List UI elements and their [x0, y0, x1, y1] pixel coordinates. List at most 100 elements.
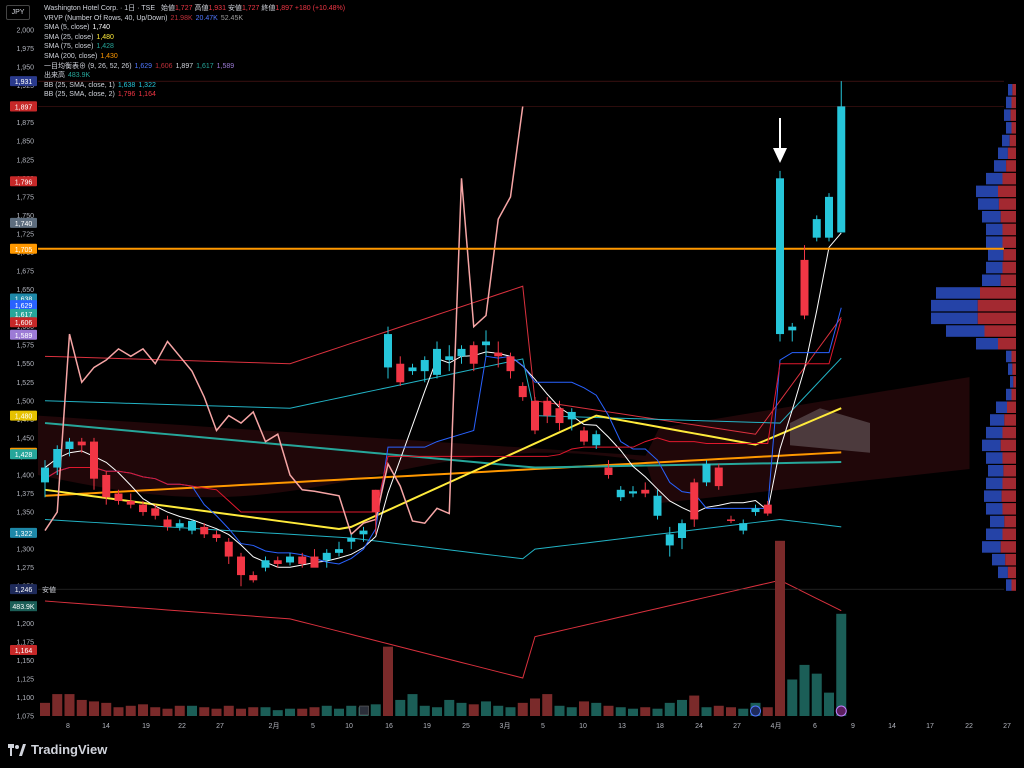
- x-tick-label: 16: [385, 723, 393, 730]
- legend-bb2[interactable]: BB (25, SMA, close, 2) 1,796 1,164: [44, 90, 345, 100]
- volume-bar: [713, 705, 724, 716]
- y-tick-label: 1,675: [16, 269, 34, 276]
- vrvp-row-down: [1003, 249, 1016, 261]
- legend-sma75[interactable]: SMA (75, close) 1,428: [44, 42, 345, 52]
- volume-bar: [530, 698, 540, 716]
- volume-bar: [285, 708, 295, 716]
- vrvp-row-up: [986, 477, 1003, 490]
- vrvp-row-up: [994, 160, 1007, 172]
- vrvp-row-up: [1010, 376, 1014, 388]
- vrvp-row-down: [1002, 426, 1016, 439]
- candle-body: [457, 348, 466, 357]
- volume-bar: [199, 707, 210, 716]
- candle-body: [665, 534, 674, 546]
- price-tag-label: 1,705: [15, 247, 33, 254]
- bb2b-value: 1,164: [138, 91, 156, 99]
- x-tick-label: 14: [888, 723, 896, 730]
- open-label: 始値: [160, 5, 175, 12]
- price-tag-bg: [10, 76, 37, 87]
- volume-bar: [211, 708, 222, 716]
- candle-body: [408, 367, 417, 372]
- candle-body: [90, 441, 98, 479]
- vrvp-row-down: [1004, 515, 1016, 528]
- bb2-lower-line: [44, 579, 842, 679]
- vrvp-row-down: [1001, 490, 1016, 502]
- vrvp-row-up: [990, 414, 1005, 426]
- tradingview-logo[interactable]: TradingView: [8, 742, 107, 757]
- x-tick-label: 17: [926, 723, 934, 730]
- ichi-label: 一目均衡表⊕ (9, 26, 52, 26): [44, 62, 132, 70]
- x-tick-label: 19: [142, 723, 150, 730]
- open-value: 1,727: [174, 5, 193, 12]
- volume-bar: [726, 707, 736, 716]
- candle-body: [739, 523, 748, 531]
- candle-body: [653, 495, 662, 516]
- earnings-marker-icon: [359, 705, 369, 716]
- vrvp-row-down: [980, 287, 1016, 299]
- y-tick-label: 1,100: [16, 695, 34, 702]
- x-tick-label: 27: [216, 723, 224, 730]
- legend-volume[interactable]: 出来高 483.9K: [44, 71, 345, 81]
- sma75-label: SMA (75, close): [44, 43, 94, 51]
- vrvp-row-down: [1011, 96, 1016, 109]
- candle-body: [727, 519, 735, 521]
- vrvp-row-up: [1004, 109, 1011, 121]
- chart-svg[interactable]: 2,0001,9751,9501,9251,9001,8751,8501,825…: [0, 0, 1024, 736]
- price-tag-bg: [10, 527, 37, 538]
- candle-body: [445, 356, 454, 361]
- legend-sma200[interactable]: SMA (200, close) 1,430: [44, 52, 345, 62]
- tradingview-mark-icon: [8, 743, 26, 756]
- vrvp-row-up: [1008, 84, 1013, 96]
- sma25-value: 1,480: [96, 33, 114, 41]
- x-tick-label: 27: [733, 723, 741, 730]
- volume-bar: [419, 705, 430, 716]
- volume-bar: [236, 708, 246, 716]
- y-tick-label: 1,450: [16, 435, 34, 442]
- y-tick-label: 1,550: [16, 361, 34, 368]
- volume-bar: [76, 699, 87, 716]
- vrvp-row-down: [998, 198, 1016, 210]
- vrvp-row-down: [1002, 261, 1016, 274]
- candle-body: [751, 508, 760, 513]
- vrvp-row-up: [986, 426, 1003, 439]
- volume-bar: [297, 708, 308, 716]
- vrvp-row-down: [1011, 388, 1016, 401]
- vol-label: 出来高: [44, 72, 65, 80]
- bb1-upper-line: [44, 357, 842, 424]
- legend-sma5[interactable]: SMA (5, close) 1,740: [44, 23, 345, 33]
- volume-bar: [101, 702, 112, 716]
- candle-body: [384, 334, 392, 368]
- low-label: 安値: [227, 5, 242, 12]
- ichi5-value: 1,589: [216, 62, 235, 70]
- currency-badge[interactable]: JPY: [6, 5, 30, 20]
- x-tick-label: 6: [813, 723, 817, 730]
- vrvp-row-up: [988, 249, 1004, 261]
- price-tag-bg: [10, 584, 37, 595]
- vrvp-row-down: [1002, 236, 1016, 248]
- volume-bar: [346, 705, 357, 716]
- volume-tag-bg: [10, 601, 37, 612]
- sma5-value: 1,740: [92, 24, 111, 32]
- candle-body: [702, 463, 711, 483]
- legend-vrvp[interactable]: VRVP (Number Of Rows, 40, Up/Down) 21.98K…: [44, 14, 345, 24]
- price-tag-label: 1,638: [15, 296, 33, 303]
- candle-body: [310, 556, 319, 568]
- y-tick-label: 1,775: [16, 194, 34, 201]
- x-tick-label: 4月: [771, 722, 782, 730]
- vrvp-row-up: [986, 261, 1003, 274]
- legend-bb1[interactable]: BB (25, SMA, close, 1) 1,638 1,322: [44, 81, 345, 91]
- candle-body: [837, 106, 846, 233]
- volume-bar: [738, 708, 749, 716]
- volume-bar: [836, 613, 847, 716]
- vrvp-row-up: [976, 185, 998, 198]
- price-tag-label: 1,480: [15, 414, 33, 421]
- legend-sma25[interactable]: SMA (25, close) 1,480: [44, 33, 345, 43]
- price-tag-bg: [10, 176, 37, 187]
- y-tick-label: 1,125: [16, 676, 34, 683]
- legend-ichimoku[interactable]: 一目均衡表⊕ (9, 26, 52, 26) 1,629 1,606 1,897 1,6…: [44, 62, 345, 72]
- x-tick-label: 8: [66, 723, 70, 730]
- vrvp-row-up: [931, 299, 978, 312]
- y-tick-label: 1,300: [16, 547, 34, 554]
- symbol-title[interactable]: Washington Hotel Corp. · 1日 · TSE: [44, 5, 156, 12]
